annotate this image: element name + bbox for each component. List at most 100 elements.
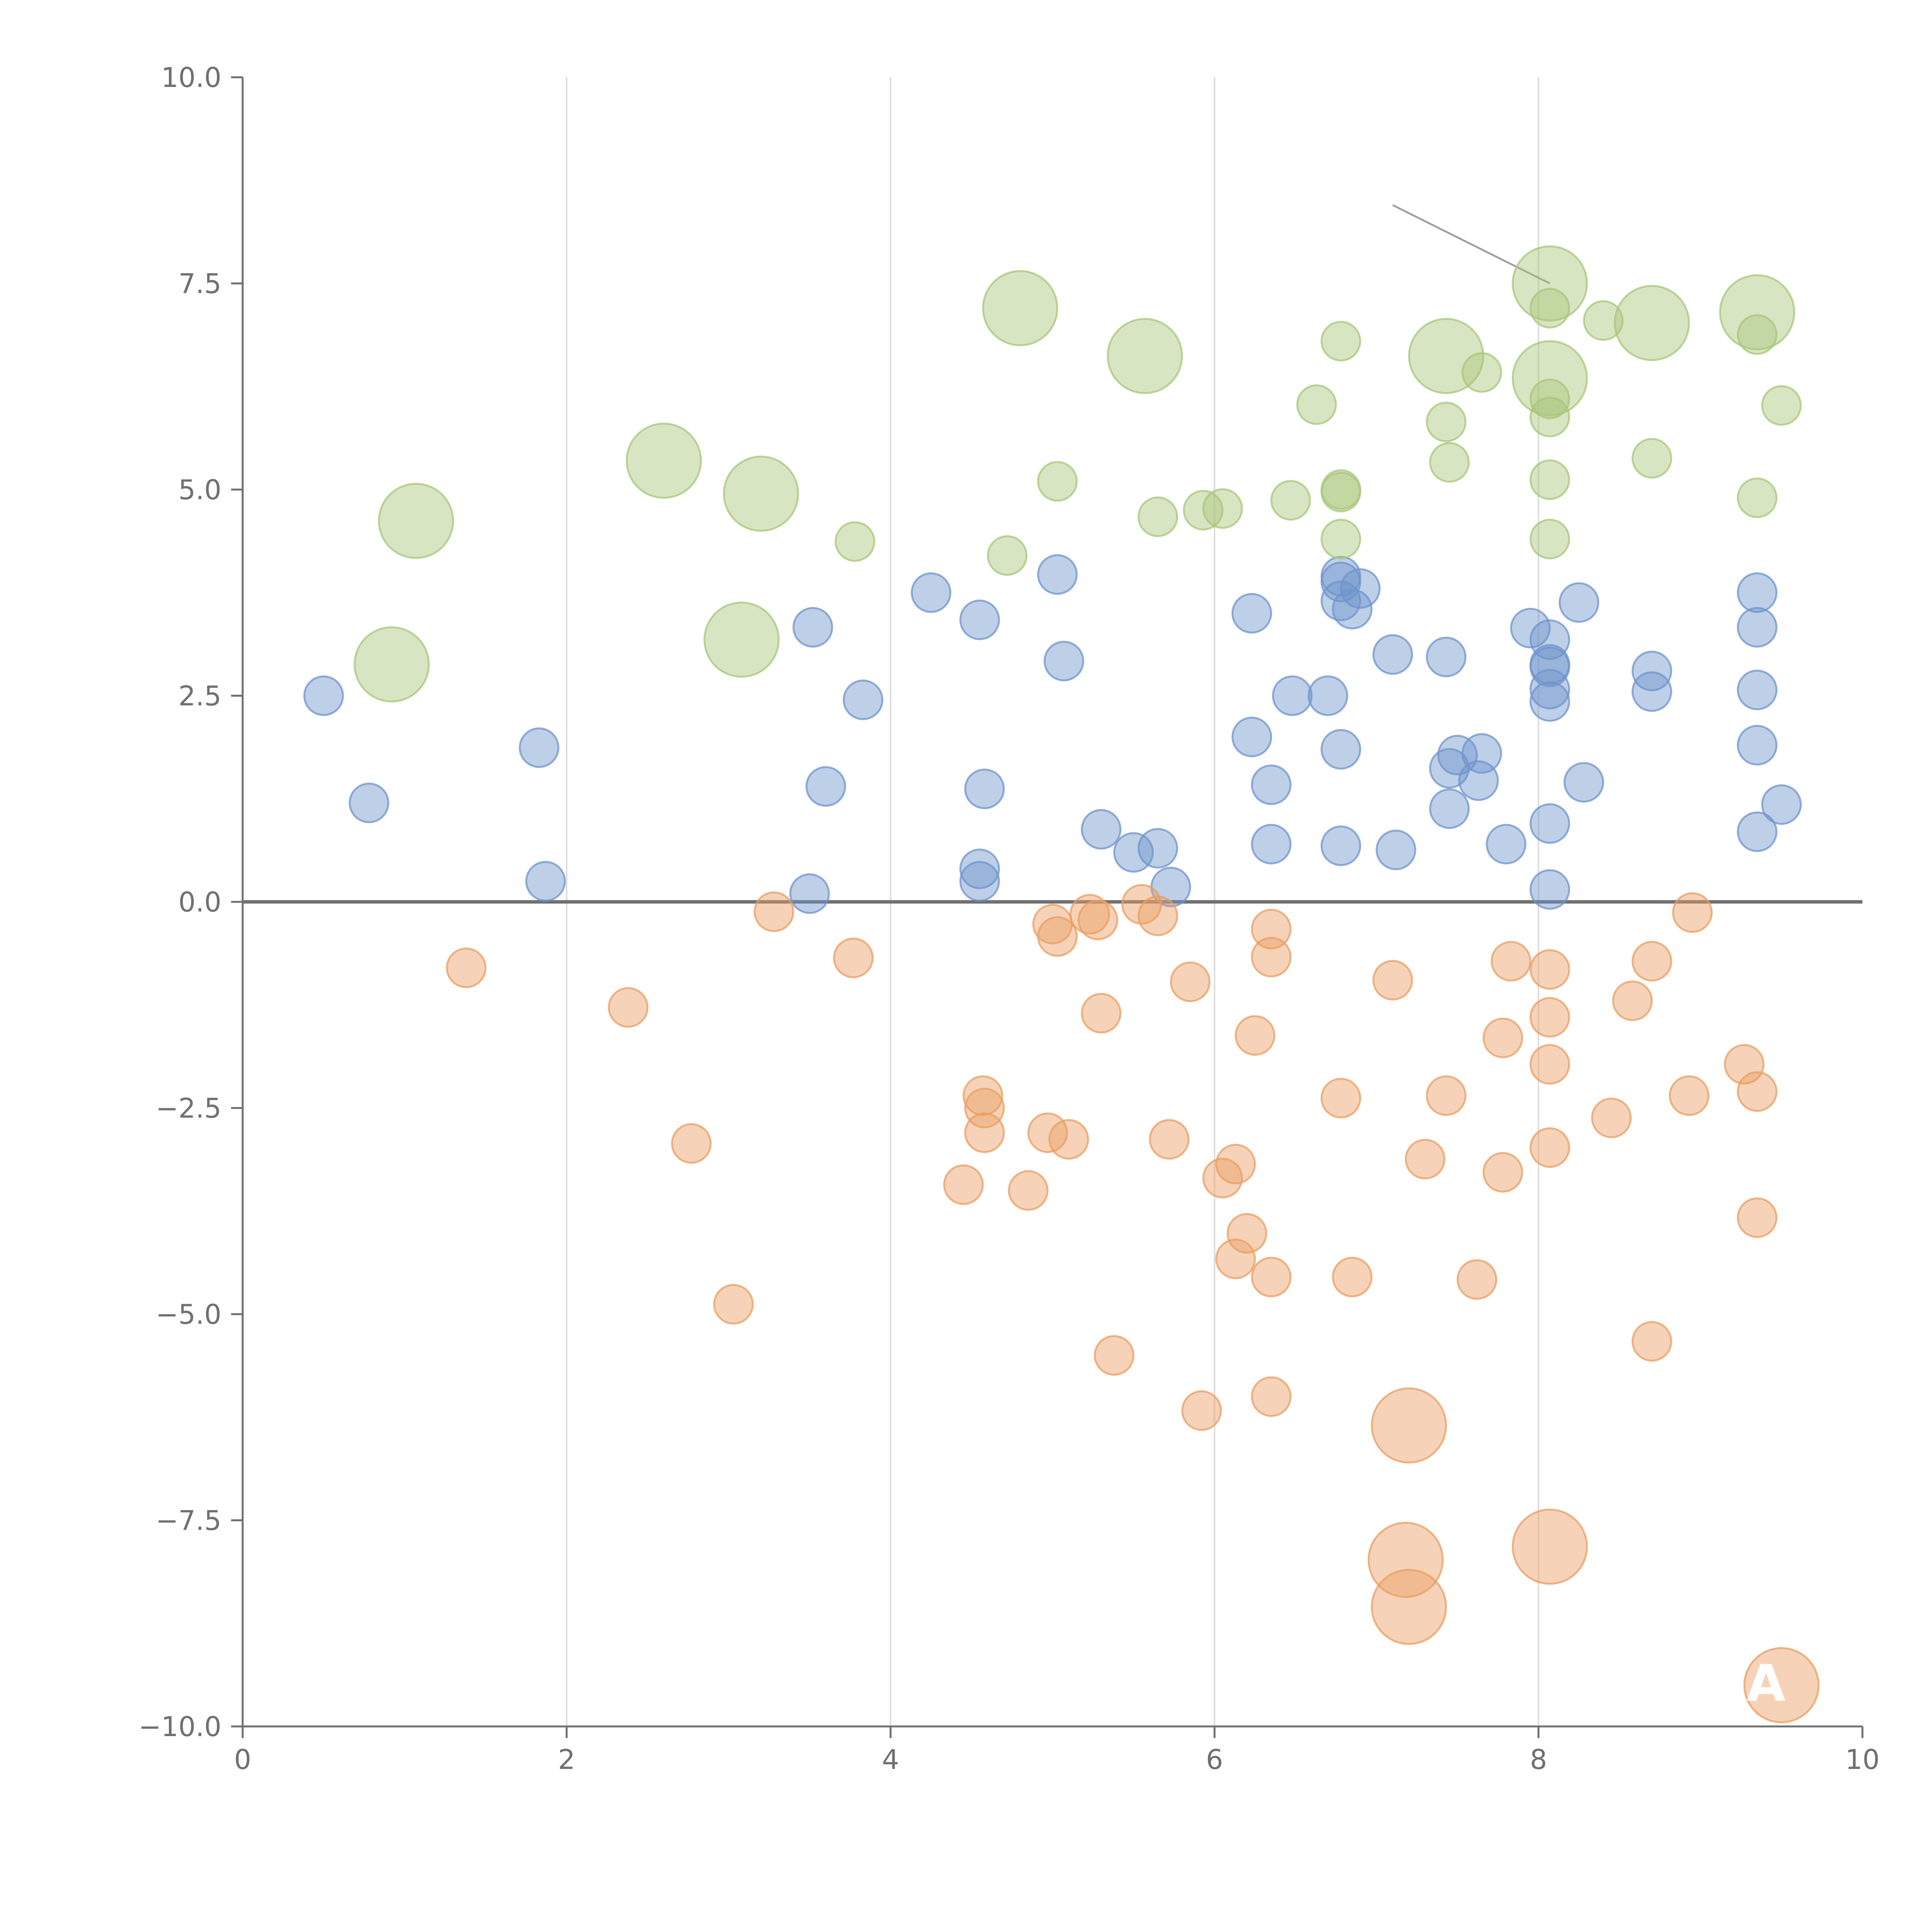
- bubble-positive[interactable]: [1737, 811, 1778, 852]
- large-bubble-negative[interactable]: [1371, 1569, 1447, 1645]
- bubble-negative[interactable]: [1529, 997, 1570, 1038]
- large-bubble-highlight[interactable]: [1408, 318, 1485, 394]
- bubble-negative[interactable]: [1008, 1170, 1049, 1211]
- bubble-negative[interactable]: [1137, 895, 1178, 936]
- bubble-negative[interactable]: [964, 1088, 1005, 1128]
- bubble-positive[interactable]: [1631, 671, 1672, 712]
- bubble-positive[interactable]: [959, 849, 1000, 889]
- bubble-highlight[interactable]: [1429, 442, 1470, 483]
- large-bubble-highlight[interactable]: [723, 456, 799, 532]
- bubble-positive[interactable]: [1737, 725, 1778, 766]
- bubble-positive[interactable]: [843, 679, 884, 720]
- bubble-positive[interactable]: [1510, 608, 1551, 649]
- bubble-highlight[interactable]: [1320, 519, 1361, 560]
- large-bubble-highlight[interactable]: [354, 626, 430, 702]
- large-bubble-negative[interactable]: [1367, 1522, 1444, 1598]
- bubble-negative[interactable]: [1490, 941, 1531, 982]
- bubble-positive[interactable]: [1231, 716, 1272, 757]
- bubble-positive[interactable]: [525, 861, 566, 902]
- bubble-negative[interactable]: [1482, 1152, 1523, 1193]
- bubble-negative[interactable]: [1724, 1044, 1765, 1085]
- bubble-negative[interactable]: [1094, 1335, 1134, 1376]
- bubble-highlight[interactable]: [1529, 396, 1570, 437]
- bubble-highlight[interactable]: [1296, 384, 1337, 425]
- bubble-positive[interactable]: [1631, 650, 1672, 691]
- bubble-positive[interactable]: [1461, 733, 1502, 774]
- bubble-positive[interactable]: [1429, 788, 1470, 829]
- bubble-positive[interactable]: [1737, 607, 1778, 648]
- bubble-negative[interactable]: [446, 947, 486, 988]
- bubble-positive[interactable]: [1376, 830, 1417, 871]
- bubble-negative[interactable]: [1215, 1238, 1256, 1279]
- bubble-highlight[interactable]: [835, 521, 876, 562]
- large-bubble-highlight[interactable]: [378, 483, 454, 559]
- bubble-negative[interactable]: [1170, 961, 1211, 1002]
- bubble-negative[interactable]: [1672, 892, 1713, 933]
- bubble-positive[interactable]: [1340, 568, 1381, 609]
- bubble-positive[interactable]: [1332, 588, 1373, 629]
- bubble-highlight[interactable]: [1529, 459, 1570, 500]
- bubble-negative[interactable]: [1149, 1119, 1190, 1160]
- bubble-positive[interactable]: [1563, 762, 1604, 803]
- bubble-negative[interactable]: [1251, 1376, 1292, 1417]
- bubble-negative[interactable]: [1081, 993, 1122, 1034]
- bubble-positive[interactable]: [1737, 572, 1778, 613]
- bubble-negative[interactable]: [943, 1164, 984, 1205]
- bubble-positive[interactable]: [959, 599, 1000, 640]
- bubble-highlight[interactable]: [1202, 488, 1243, 529]
- bubble-positive[interactable]: [1486, 824, 1527, 865]
- bubble-positive[interactable]: [911, 572, 952, 613]
- bubble-negative[interactable]: [1426, 1075, 1467, 1116]
- bubble-negative[interactable]: [753, 891, 794, 932]
- bubble-negative[interactable]: [1591, 1097, 1632, 1138]
- bubble-negative[interactable]: [833, 937, 874, 978]
- bubble-highlight[interactable]: [1529, 519, 1570, 560]
- bubble-negative[interactable]: [1529, 1127, 1570, 1168]
- bubble-highlight[interactable]: [1037, 461, 1078, 502]
- bubble-positive[interactable]: [1529, 646, 1570, 687]
- large-bubble-negative[interactable]: [1371, 1387, 1447, 1464]
- bubble-positive[interactable]: [1272, 675, 1313, 716]
- bubble-positive[interactable]: [1372, 634, 1413, 675]
- bubble-negative[interactable]: [1737, 1071, 1778, 1112]
- bubble-positive[interactable]: [1529, 668, 1570, 709]
- bubble-highlight[interactable]: [1583, 300, 1624, 341]
- large-bubble-highlight[interactable]: [1614, 285, 1690, 361]
- bubble-negative[interactable]: [1037, 916, 1078, 957]
- bubble-highlight[interactable]: [1320, 321, 1361, 362]
- bubble-negative[interactable]: [608, 987, 649, 1028]
- bubble-negative[interactable]: [1226, 1213, 1267, 1254]
- bubble-negative[interactable]: [713, 1284, 754, 1325]
- bubble-negative[interactable]: [1737, 1197, 1778, 1238]
- bubble-negative[interactable]: [1668, 1075, 1709, 1116]
- bubble-highlight[interactable]: [1737, 477, 1778, 518]
- large-bubble-highlight[interactable]: [982, 270, 1058, 347]
- bubble-highlight[interactable]: [1529, 378, 1570, 419]
- bubble-highlight[interactable]: [1320, 471, 1361, 512]
- bubble-negative[interactable]: [1048, 1119, 1089, 1160]
- bubble-negative[interactable]: [1482, 1017, 1523, 1058]
- bubble-positive[interactable]: [1251, 764, 1292, 805]
- bubble-negative[interactable]: [1251, 937, 1292, 978]
- bubble-highlight[interactable]: [987, 535, 1028, 576]
- large-bubble-highlight[interactable]: [1512, 245, 1588, 321]
- bubble-highlight[interactable]: [1631, 438, 1672, 479]
- bubble-positive[interactable]: [349, 782, 389, 823]
- bubble-positive[interactable]: [1320, 580, 1361, 621]
- bubble-negative[interactable]: [1405, 1139, 1446, 1180]
- bubble-positive[interactable]: [303, 675, 344, 716]
- large-bubble-highlight[interactable]: [703, 601, 780, 678]
- bubble-positive[interactable]: [1231, 593, 1272, 634]
- bubble-positive[interactable]: [793, 607, 833, 648]
- large-bubble-negative[interactable]: [1743, 1647, 1820, 1723]
- bubble-highlight[interactable]: [1426, 401, 1467, 442]
- bubble-positive[interactable]: [1426, 636, 1467, 677]
- bubble-negative[interactable]: [1529, 949, 1570, 990]
- bubble-positive[interactable]: [1251, 824, 1292, 865]
- bubble-positive[interactable]: [964, 769, 1005, 810]
- bubble-positive[interactable]: [789, 873, 830, 914]
- bubble-positive[interactable]: [1308, 675, 1349, 716]
- bubble-highlight[interactable]: [1529, 288, 1570, 329]
- bubble-negative[interactable]: [671, 1123, 712, 1164]
- bubble-positive[interactable]: [1043, 641, 1084, 682]
